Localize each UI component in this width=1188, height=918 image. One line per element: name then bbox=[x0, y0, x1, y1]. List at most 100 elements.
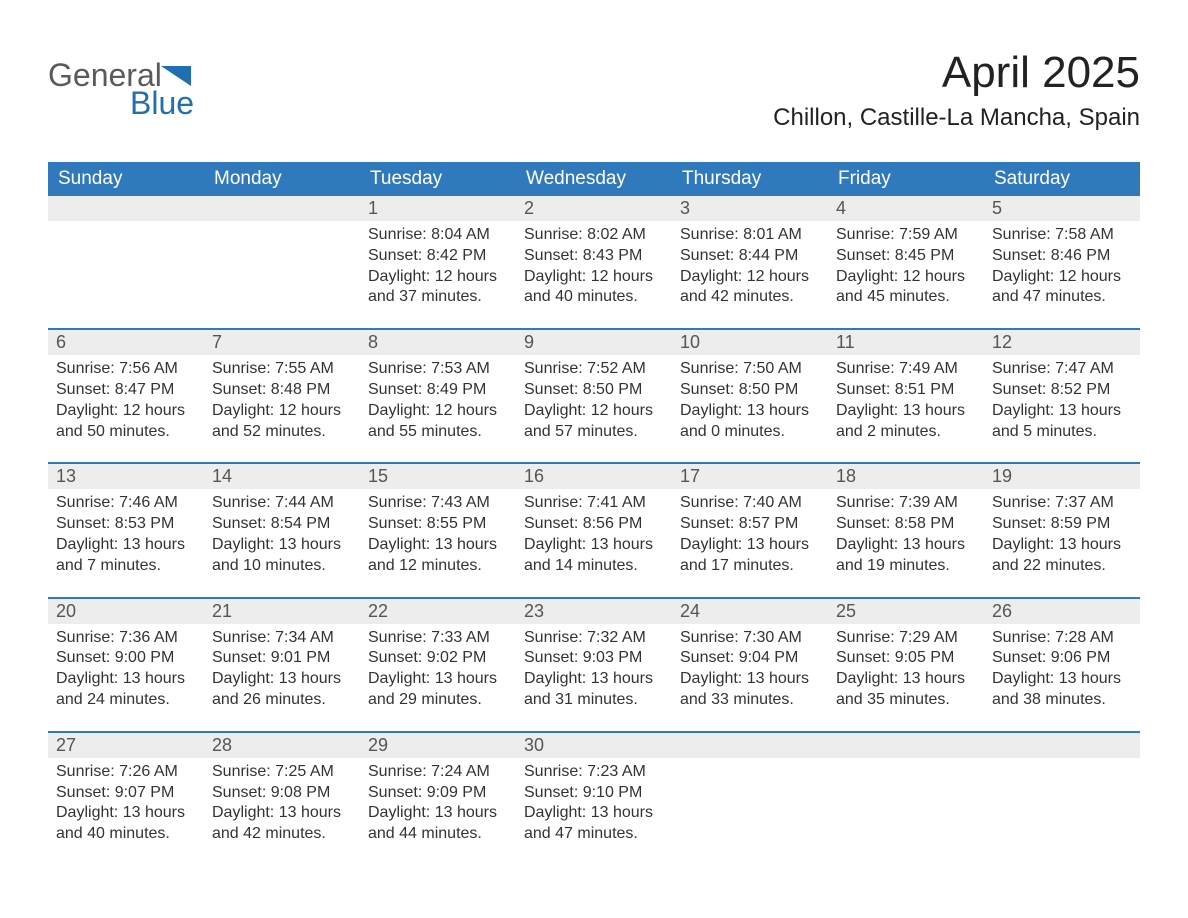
daylight-line: Daylight: 13 hours bbox=[680, 535, 820, 556]
daylight-line: Daylight: 12 hours bbox=[212, 401, 352, 422]
daylight-line-2: and 55 minutes. bbox=[368, 422, 508, 443]
dow-wednesday: Wednesday bbox=[516, 162, 672, 196]
day-details: Sunrise: 7:29 AMSunset: 9:05 PMDaylight:… bbox=[828, 624, 984, 731]
daylight-line: Daylight: 13 hours bbox=[212, 535, 352, 556]
sunset-line: Sunset: 9:05 PM bbox=[836, 648, 976, 669]
daylight-line-2: and 33 minutes. bbox=[680, 690, 820, 711]
daylight-line-2: and 5 minutes. bbox=[992, 422, 1132, 443]
day-details: Sunrise: 8:04 AMSunset: 8:42 PMDaylight:… bbox=[360, 221, 516, 328]
calendar-day-cell: 5Sunrise: 7:58 AMSunset: 8:46 PMDaylight… bbox=[984, 196, 1140, 329]
calendar-day-cell: 22Sunrise: 7:33 AMSunset: 9:02 PMDayligh… bbox=[360, 598, 516, 732]
sunrise-line: Sunrise: 8:04 AM bbox=[368, 225, 508, 246]
day-details: Sunrise: 7:24 AMSunset: 9:09 PMDaylight:… bbox=[360, 758, 516, 865]
calendar-day-cell: 10Sunrise: 7:50 AMSunset: 8:50 PMDayligh… bbox=[672, 329, 828, 463]
calendar-table: Sunday Monday Tuesday Wednesday Thursday… bbox=[48, 162, 1140, 865]
calendar-day-cell: 30Sunrise: 7:23 AMSunset: 9:10 PMDayligh… bbox=[516, 732, 672, 865]
sunrise-line: Sunrise: 7:52 AM bbox=[524, 359, 664, 380]
daylight-line-2: and 35 minutes. bbox=[836, 690, 976, 711]
day-details: Sunrise: 7:34 AMSunset: 9:01 PMDaylight:… bbox=[204, 624, 360, 731]
sunset-line: Sunset: 8:48 PM bbox=[212, 380, 352, 401]
sunrise-line: Sunrise: 7:28 AM bbox=[992, 628, 1132, 649]
calendar-day-cell: 3Sunrise: 8:01 AMSunset: 8:44 PMDaylight… bbox=[672, 196, 828, 329]
day-details: Sunrise: 7:26 AMSunset: 9:07 PMDaylight:… bbox=[48, 758, 204, 865]
day-details: Sunrise: 7:37 AMSunset: 8:59 PMDaylight:… bbox=[984, 489, 1140, 596]
daylight-line-2: and 12 minutes. bbox=[368, 556, 508, 577]
calendar-day-cell: 20Sunrise: 7:36 AMSunset: 9:00 PMDayligh… bbox=[48, 598, 204, 732]
daylight-line-2: and 37 minutes. bbox=[368, 287, 508, 308]
day-number: 5 bbox=[984, 196, 1140, 221]
sunset-line: Sunset: 8:54 PM bbox=[212, 514, 352, 535]
daylight-line-2: and 24 minutes. bbox=[56, 690, 196, 711]
calendar-day-cell: 1Sunrise: 8:04 AMSunset: 8:42 PMDaylight… bbox=[360, 196, 516, 329]
daylight-line: Daylight: 13 hours bbox=[212, 803, 352, 824]
dow-header-row: Sunday Monday Tuesday Wednesday Thursday… bbox=[48, 162, 1140, 196]
day-details: Sunrise: 7:23 AMSunset: 9:10 PMDaylight:… bbox=[516, 758, 672, 865]
sunrise-line: Sunrise: 7:53 AM bbox=[368, 359, 508, 380]
daylight-line: Daylight: 13 hours bbox=[56, 803, 196, 824]
sunrise-line: Sunrise: 7:26 AM bbox=[56, 762, 196, 783]
daylight-line-2: and 19 minutes. bbox=[836, 556, 976, 577]
day-number: 6 bbox=[48, 330, 204, 355]
day-number: 8 bbox=[360, 330, 516, 355]
sunrise-line: Sunrise: 7:34 AM bbox=[212, 628, 352, 649]
day-number: 18 bbox=[828, 464, 984, 489]
calendar-day-cell: 29Sunrise: 7:24 AMSunset: 9:09 PMDayligh… bbox=[360, 732, 516, 865]
sunrise-line: Sunrise: 8:01 AM bbox=[680, 225, 820, 246]
day-details: Sunrise: 7:46 AMSunset: 8:53 PMDaylight:… bbox=[48, 489, 204, 596]
calendar-day-cell: 18Sunrise: 7:39 AMSunset: 8:58 PMDayligh… bbox=[828, 463, 984, 597]
dow-monday: Monday bbox=[204, 162, 360, 196]
day-number: 22 bbox=[360, 599, 516, 624]
daylight-line: Daylight: 12 hours bbox=[524, 267, 664, 288]
calendar-day-cell: 11Sunrise: 7:49 AMSunset: 8:51 PMDayligh… bbox=[828, 329, 984, 463]
sunset-line: Sunset: 9:08 PM bbox=[212, 783, 352, 804]
day-number: 23 bbox=[516, 599, 672, 624]
calendar-day-cell: 17Sunrise: 7:40 AMSunset: 8:57 PMDayligh… bbox=[672, 463, 828, 597]
sunset-line: Sunset: 8:51 PM bbox=[836, 380, 976, 401]
day-details: Sunrise: 7:41 AMSunset: 8:56 PMDaylight:… bbox=[516, 489, 672, 596]
sunset-line: Sunset: 8:59 PM bbox=[992, 514, 1132, 535]
daylight-line: Daylight: 13 hours bbox=[836, 401, 976, 422]
daylight-line-2: and 44 minutes. bbox=[368, 824, 508, 845]
day-details: Sunrise: 7:47 AMSunset: 8:52 PMDaylight:… bbox=[984, 355, 1140, 462]
dow-saturday: Saturday bbox=[984, 162, 1140, 196]
daylight-line-2: and 40 minutes. bbox=[524, 287, 664, 308]
daylight-line: Daylight: 13 hours bbox=[836, 535, 976, 556]
sunrise-line: Sunrise: 7:44 AM bbox=[212, 493, 352, 514]
calendar-day-cell: 21Sunrise: 7:34 AMSunset: 9:01 PMDayligh… bbox=[204, 598, 360, 732]
sunrise-line: Sunrise: 7:33 AM bbox=[368, 628, 508, 649]
calendar-empty-cell bbox=[828, 732, 984, 865]
daylight-line: Daylight: 13 hours bbox=[56, 535, 196, 556]
day-number: 12 bbox=[984, 330, 1140, 355]
daylight-line-2: and 0 minutes. bbox=[680, 422, 820, 443]
dow-thursday: Thursday bbox=[672, 162, 828, 196]
dow-tuesday: Tuesday bbox=[360, 162, 516, 196]
sunset-line: Sunset: 8:56 PM bbox=[524, 514, 664, 535]
day-number: 21 bbox=[204, 599, 360, 624]
day-details: Sunrise: 7:52 AMSunset: 8:50 PMDaylight:… bbox=[516, 355, 672, 462]
calendar-empty-cell bbox=[672, 732, 828, 865]
sunset-line: Sunset: 9:00 PM bbox=[56, 648, 196, 669]
daylight-line: Daylight: 12 hours bbox=[680, 267, 820, 288]
dow-friday: Friday bbox=[828, 162, 984, 196]
calendar-empty-cell bbox=[984, 732, 1140, 865]
calendar-day-cell: 28Sunrise: 7:25 AMSunset: 9:08 PMDayligh… bbox=[204, 732, 360, 865]
daylight-line-2: and 47 minutes. bbox=[524, 824, 664, 845]
day-number: 2 bbox=[516, 196, 672, 221]
day-number: 16 bbox=[516, 464, 672, 489]
dow-sunday: Sunday bbox=[48, 162, 204, 196]
daylight-line: Daylight: 13 hours bbox=[368, 669, 508, 690]
calendar-day-cell: 24Sunrise: 7:30 AMSunset: 9:04 PMDayligh… bbox=[672, 598, 828, 732]
day-number: 9 bbox=[516, 330, 672, 355]
daylight-line: Daylight: 13 hours bbox=[680, 401, 820, 422]
calendar-day-cell: 4Sunrise: 7:59 AMSunset: 8:45 PMDaylight… bbox=[828, 196, 984, 329]
daylight-line-2: and 50 minutes. bbox=[56, 422, 196, 443]
daylight-line: Daylight: 13 hours bbox=[992, 535, 1132, 556]
day-details: Sunrise: 7:44 AMSunset: 8:54 PMDaylight:… bbox=[204, 489, 360, 596]
daylight-line-2: and 42 minutes. bbox=[212, 824, 352, 845]
sunrise-line: Sunrise: 7:58 AM bbox=[992, 225, 1132, 246]
day-number: 19 bbox=[984, 464, 1140, 489]
sunrise-line: Sunrise: 7:49 AM bbox=[836, 359, 976, 380]
day-number: 17 bbox=[672, 464, 828, 489]
calendar-week-row: 13Sunrise: 7:46 AMSunset: 8:53 PMDayligh… bbox=[48, 463, 1140, 597]
sunset-line: Sunset: 8:55 PM bbox=[368, 514, 508, 535]
